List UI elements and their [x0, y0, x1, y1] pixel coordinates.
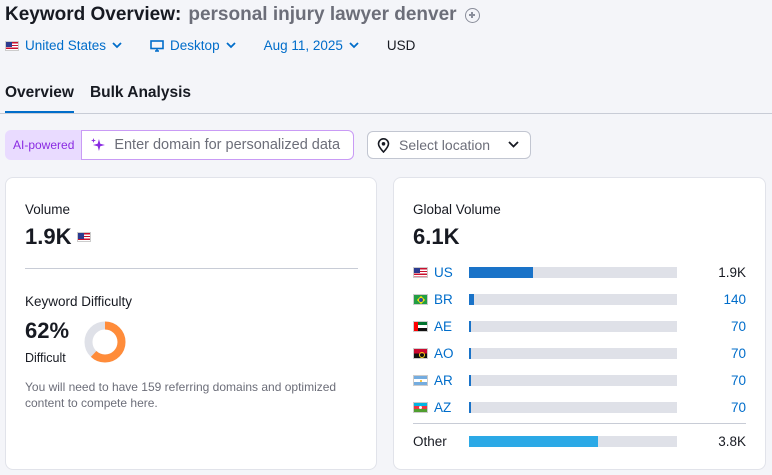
country-volume-value: 1.9K [718, 264, 746, 280]
divider [413, 423, 746, 424]
volume-bar-fill [469, 321, 472, 332]
add-keyword-icon[interactable] [464, 7, 480, 23]
country-row-az[interactable]: AZ 70 [413, 397, 746, 417]
country-code[interactable]: AR [434, 372, 453, 388]
volume-bar-track [469, 436, 677, 447]
tab-bulk-analysis[interactable]: Bulk Analysis [89, 84, 192, 101]
title-row: Keyword Overview: personal injury lawyer… [5, 4, 480, 26]
divider [25, 268, 358, 269]
donut-arc [84, 321, 126, 363]
ae-flag-icon [413, 320, 428, 332]
currency-label: USD [387, 38, 416, 53]
volume-value-row: 1.9K [25, 224, 97, 250]
ai-powered-badge: AI-powered [5, 130, 82, 160]
keyword-difficulty-value: 62% [25, 318, 70, 343]
country-row-ar[interactable]: AR 70 [413, 370, 746, 390]
us-flag-icon [77, 232, 92, 242]
country-code[interactable]: AZ [434, 399, 452, 415]
country-volume-value[interactable]: 70 [730, 345, 746, 361]
country-row-us[interactable]: US 1.9K [413, 262, 746, 282]
tab-bar: Overview Bulk Analysis [5, 84, 207, 113]
volume-bar-fill [469, 294, 474, 305]
volume-label: Volume [25, 202, 71, 217]
country-row-ae[interactable]: AE 70 [413, 316, 746, 336]
location-pin-icon [377, 137, 390, 153]
us-flag-icon [5, 40, 19, 51]
br-flag-icon [413, 293, 428, 305]
volume-card: Volume 1.9K Keyword Difficulty 62% Diffi… [5, 177, 377, 470]
volume-value: 1.9K [25, 224, 72, 249]
chevron-down-icon [225, 42, 236, 49]
country-code[interactable]: AE [434, 318, 453, 334]
difficulty-donut-chart [84, 321, 126, 363]
volume-bar-track [469, 294, 677, 305]
chevron-down-icon [508, 141, 519, 148]
device-filter[interactable]: Desktop [150, 38, 236, 53]
other-volume-value: 3.8K [718, 433, 746, 449]
country-code[interactable]: US [434, 264, 453, 280]
ai-domain-field[interactable] [81, 130, 355, 160]
volume-bar-track [469, 402, 677, 413]
volume-bar-fill [469, 267, 534, 278]
volume-bar-fill [469, 436, 598, 447]
device-filter-label: Desktop [170, 38, 220, 53]
desktop-icon [150, 39, 164, 52]
ai-domain-bar: AI-powered [5, 130, 355, 160]
keyword-difficulty-description: You will need to have 159 referring doma… [25, 380, 337, 410]
volume-bar-track [469, 375, 677, 386]
volume-bar-track [469, 321, 677, 332]
location-select-placeholder: Select location [399, 137, 491, 153]
location-select[interactable]: Select location [367, 131, 531, 159]
page-header: Keyword Overview: personal injury lawyer… [0, 0, 772, 114]
country-code[interactable]: AO [434, 345, 454, 361]
date-filter-label: Aug 11, 2025 [263, 38, 343, 53]
other-label: Other [413, 433, 447, 449]
date-filter[interactable]: Aug 11, 2025 [264, 38, 359, 53]
chevron-down-icon [349, 42, 359, 49]
country-row-ao[interactable]: AO 70 [413, 343, 746, 363]
country-filter-label: United States [25, 38, 107, 53]
country-row-br[interactable]: BR 140 [413, 289, 746, 309]
volume-bar-fill [469, 402, 472, 413]
country-row-other: Other 3.8K [413, 431, 746, 451]
volume-bar-fill [469, 348, 472, 359]
filter-row: United States Desktop Aug 11, 2025 USD [5, 38, 443, 53]
country-filter[interactable]: United States [5, 38, 122, 53]
country-volume-value[interactable]: 70 [730, 372, 746, 388]
country-volume-value[interactable]: 70 [730, 399, 746, 415]
sparkle-icon [91, 138, 106, 151]
chevron-down-icon [112, 42, 122, 49]
volume-bar-track [469, 267, 677, 278]
country-volume-value[interactable]: 140 [723, 291, 746, 307]
keyword-difficulty-level: Difficult [25, 351, 66, 365]
az-flag-icon [413, 401, 428, 413]
volume-bar-fill [469, 375, 472, 386]
country-code[interactable]: BR [434, 291, 453, 307]
ao-flag-icon [413, 347, 428, 359]
volume-bar-track [469, 348, 677, 359]
global-volume-card: Global Volume 6.1K US 1.9K BR 140 AE 70 … [393, 177, 766, 470]
ar-flag-icon [413, 374, 428, 386]
global-volume-value: 6.1K [413, 224, 460, 249]
global-volume-label: Global Volume [413, 202, 501, 217]
keyword-difficulty-label: Keyword Difficulty [25, 294, 133, 309]
domain-input[interactable] [114, 137, 354, 153]
country-volume-value[interactable]: 70 [730, 318, 746, 334]
keyword-title: personal injury lawyer denver [188, 4, 457, 25]
tab-overview[interactable]: Overview [5, 84, 74, 113]
us-flag-icon [413, 266, 428, 278]
currency-value: USD [386, 38, 416, 53]
page-title: Keyword Overview: [5, 4, 182, 25]
